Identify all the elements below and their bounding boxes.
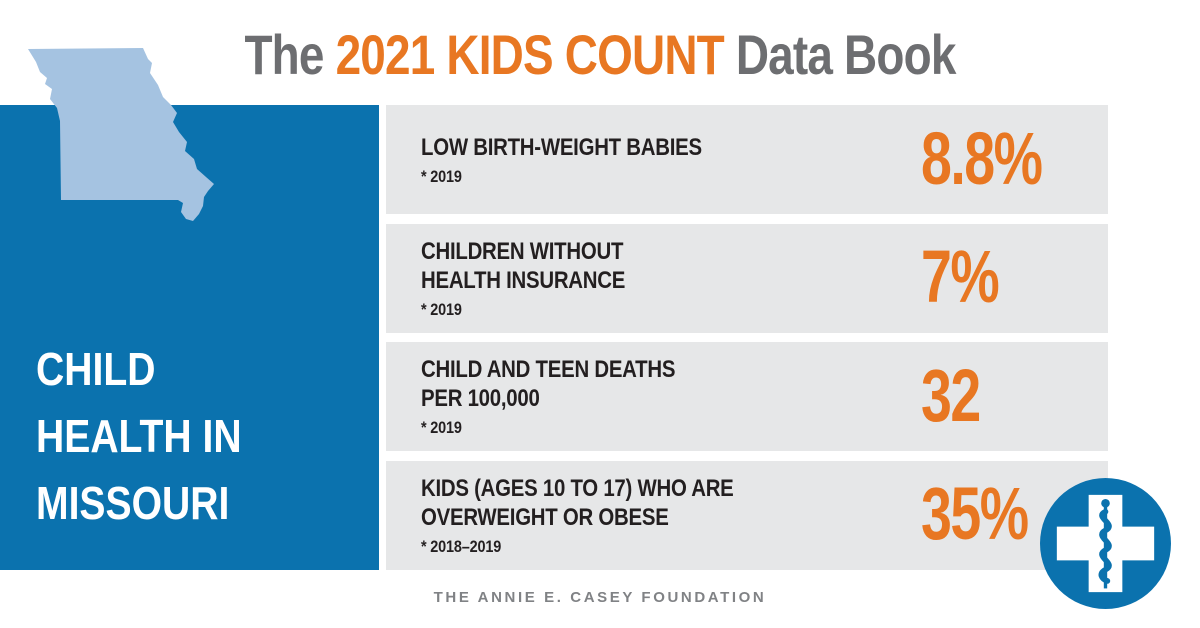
stat-value: 7% xyxy=(921,234,1000,318)
stat-text: CHILDREN WITHOUT HEALTH INSURANCE * 2019 xyxy=(421,237,1005,320)
stat-year: * 2018–2019 xyxy=(421,536,502,556)
stat-year: * 2019 xyxy=(421,418,462,438)
stat-label: CHILD AND TEEN DEATHS PER 100,000 xyxy=(421,356,676,413)
stat-text: LOW BIRTH-WEIGHT BABIES * 2019 xyxy=(421,133,1005,187)
stat-text: KIDS (AGES 10 TO 17) WHO ARE OVERWEIGHT … xyxy=(421,474,1005,557)
stat-value: 32 xyxy=(921,353,981,437)
stat-text: CHILD AND TEEN DEATHS PER 100,000 * 2019 xyxy=(421,355,1005,438)
stat-value: 35% xyxy=(921,472,1029,556)
title-highlight: 2021 KIDS COUNT xyxy=(335,23,725,86)
stat-row-overweight-obese: KIDS (AGES 10 TO 17) WHO ARE OVERWEIGHT … xyxy=(386,460,1108,570)
stat-row-child-teen-deaths: CHILD AND TEEN DEATHS PER 100,000 * 2019… xyxy=(386,342,1108,452)
medical-cross-icon xyxy=(1040,478,1171,609)
stat-label: LOW BIRTH-WEIGHT BABIES xyxy=(421,133,702,161)
footer-credit: THE ANNIE E. CASEY FOUNDATION xyxy=(433,589,767,606)
page-title: The 2021 KIDS COUNT Data Book xyxy=(108,22,1092,87)
title-suffix: Data Book xyxy=(723,23,957,86)
sidebar-title: CHILD HEALTH IN MISSOURI xyxy=(36,343,242,529)
stat-year: * 2019 xyxy=(421,299,462,319)
stat-row-health-insurance: CHILDREN WITHOUT HEALTH INSURANCE * 2019… xyxy=(386,223,1108,333)
stat-year: * 2019 xyxy=(421,166,462,186)
stat-label: CHILDREN WITHOUT HEALTH INSURANCE xyxy=(421,237,626,294)
stat-row-low-birth-weight: LOW BIRTH-WEIGHT BABIES * 2019 8.8% xyxy=(386,105,1108,214)
title-prefix: The xyxy=(244,23,336,86)
stats-list: LOW BIRTH-WEIGHT BABIES * 2019 8.8% CHIL… xyxy=(386,105,1108,570)
stat-label: KIDS (AGES 10 TO 17) WHO ARE OVERWEIGHT … xyxy=(421,474,734,531)
stat-value: 8.8% xyxy=(921,116,1043,200)
rod-of-asclepius-icon xyxy=(1098,498,1112,589)
